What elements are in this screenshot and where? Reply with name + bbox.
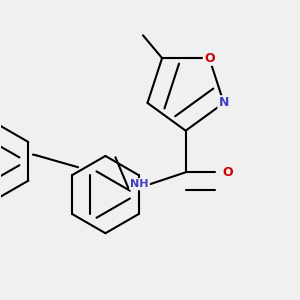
Text: O: O	[222, 166, 232, 179]
Text: NH: NH	[130, 179, 149, 189]
Text: N: N	[219, 97, 229, 110]
Text: O: O	[204, 52, 214, 64]
